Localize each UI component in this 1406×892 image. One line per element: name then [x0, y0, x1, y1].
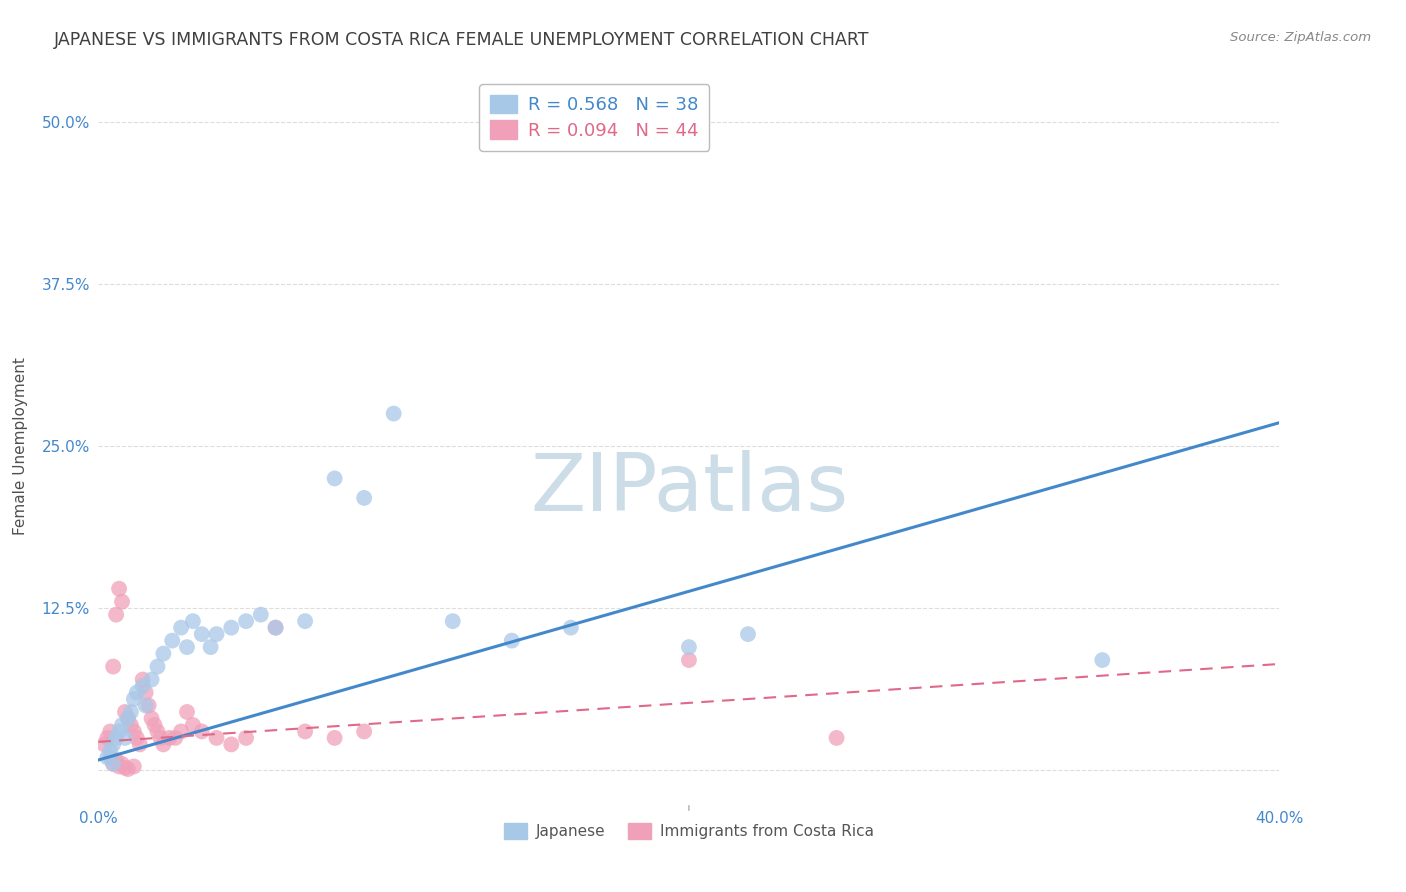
- Point: [132, 679, 155, 693]
- Point: [96, 731, 118, 745]
- Point: [98, 744, 121, 758]
- Point: [176, 640, 198, 654]
- Point: [170, 724, 193, 739]
- Point: [221, 738, 243, 752]
- Point: [1091, 653, 1114, 667]
- Point: [125, 731, 148, 745]
- Point: [120, 705, 142, 719]
- Point: [501, 633, 523, 648]
- Point: [176, 705, 198, 719]
- Point: [111, 756, 134, 771]
- Point: [441, 614, 464, 628]
- Point: [105, 731, 128, 745]
- Point: [111, 718, 134, 732]
- Point: [128, 738, 150, 752]
- Point: [120, 718, 142, 732]
- Point: [264, 621, 287, 635]
- Point: [125, 685, 148, 699]
- Point: [191, 724, 214, 739]
- Point: [560, 621, 582, 635]
- Point: [98, 750, 121, 764]
- Text: ZIPatlas: ZIPatlas: [530, 450, 848, 528]
- Point: [146, 724, 169, 739]
- Text: JAPANESE VS IMMIGRANTS FROM COSTA RICA FEMALE UNEMPLOYMENT CORRELATION CHART: JAPANESE VS IMMIGRANTS FROM COSTA RICA F…: [53, 31, 869, 49]
- Point: [117, 711, 139, 725]
- Point: [117, 762, 139, 776]
- Point: [108, 724, 131, 739]
- Point: [152, 738, 174, 752]
- Point: [205, 627, 228, 641]
- Point: [323, 471, 346, 485]
- Point: [114, 705, 136, 719]
- Point: [353, 491, 375, 505]
- Point: [122, 692, 145, 706]
- Point: [235, 614, 257, 628]
- Point: [138, 698, 160, 713]
- Point: [165, 731, 187, 745]
- Point: [157, 731, 180, 745]
- Point: [103, 659, 125, 673]
- Point: [149, 731, 172, 745]
- Point: [143, 718, 166, 732]
- Legend: Japanese, Immigrants from Costa Rica: Japanese, Immigrants from Costa Rica: [498, 817, 880, 845]
- Point: [141, 673, 163, 687]
- Point: [170, 621, 193, 635]
- Point: [122, 759, 145, 773]
- Point: [250, 607, 273, 622]
- Point: [114, 731, 136, 745]
- Point: [353, 724, 375, 739]
- Point: [678, 653, 700, 667]
- Point: [205, 731, 228, 745]
- Point: [96, 750, 118, 764]
- Point: [221, 621, 243, 635]
- Point: [181, 614, 204, 628]
- Point: [152, 647, 174, 661]
- Point: [141, 711, 163, 725]
- Point: [105, 607, 128, 622]
- Point: [294, 724, 316, 739]
- Point: [191, 627, 214, 641]
- Point: [135, 698, 157, 713]
- Point: [382, 407, 405, 421]
- Text: Source: ZipAtlas.com: Source: ZipAtlas.com: [1230, 31, 1371, 45]
- Point: [162, 633, 183, 648]
- Point: [200, 640, 222, 654]
- Point: [132, 673, 155, 687]
- Point: [678, 640, 700, 654]
- Point: [103, 738, 125, 752]
- Point: [181, 718, 204, 732]
- Point: [294, 614, 316, 628]
- Point: [111, 595, 134, 609]
- Point: [103, 756, 125, 771]
- Point: [146, 659, 169, 673]
- Y-axis label: Female Unemployment: Female Unemployment: [13, 357, 28, 535]
- Point: [825, 731, 848, 745]
- Point: [114, 761, 136, 775]
- Point: [737, 627, 759, 641]
- Point: [117, 711, 139, 725]
- Point: [264, 621, 287, 635]
- Point: [103, 756, 125, 771]
- Point: [108, 582, 131, 596]
- Point: [235, 731, 257, 745]
- Point: [135, 685, 157, 699]
- Point: [98, 724, 121, 739]
- Point: [108, 759, 131, 773]
- Point: [122, 724, 145, 739]
- Point: [93, 738, 115, 752]
- Point: [323, 731, 346, 745]
- Point: [105, 753, 128, 767]
